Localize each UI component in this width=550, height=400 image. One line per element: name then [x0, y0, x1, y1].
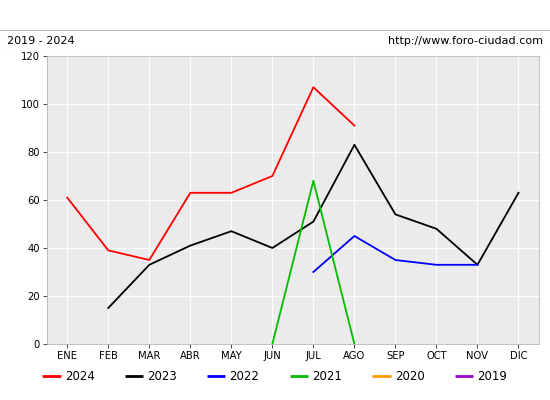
Text: 2021: 2021 [312, 370, 342, 382]
Text: 2024: 2024 [65, 370, 95, 382]
Text: 2023: 2023 [147, 370, 177, 382]
Text: 2019 - 2024: 2019 - 2024 [7, 36, 74, 46]
Text: http://www.foro-ciudad.com: http://www.foro-ciudad.com [388, 36, 543, 46]
Text: 2020: 2020 [395, 370, 425, 382]
Text: Evolucion Nº Turistas Extranjeros en el municipio de Riego de la Vega: Evolucion Nº Turistas Extranjeros en el … [62, 8, 488, 22]
Text: 2019: 2019 [477, 370, 507, 382]
Text: 2022: 2022 [229, 370, 260, 382]
